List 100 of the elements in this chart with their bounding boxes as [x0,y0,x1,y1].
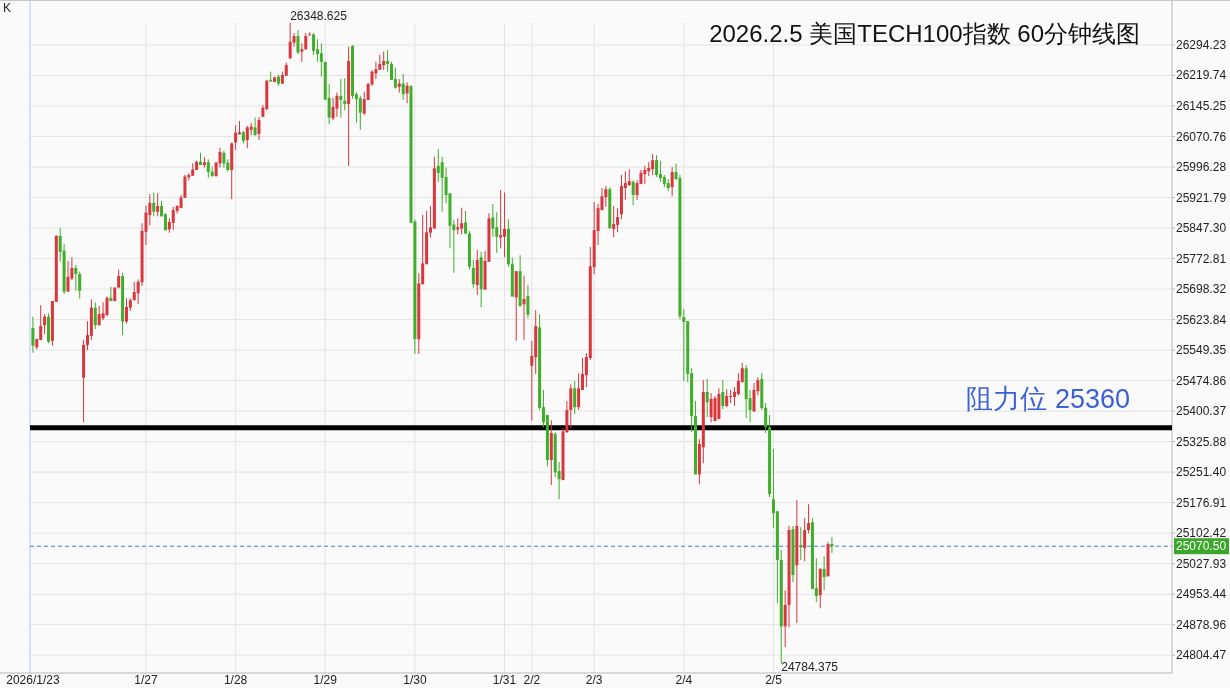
candlestick [725,388,729,408]
candlestick [573,380,577,415]
annotation: 26348.625 [290,8,348,23]
y-tick-label: 26145.25 [1176,98,1227,113]
candlestick [105,296,109,317]
y-tick-label: 24878.96 [1176,617,1227,632]
candlestick [658,160,662,183]
y-tick-label: 25921.79 [1176,190,1227,205]
candlestick [382,51,386,71]
candlestick [526,284,530,319]
y-tick-label: 25996.28 [1176,160,1227,175]
candlestick [440,156,444,213]
x-tick-label: 1/29 [313,673,338,687]
x-tick-label: 1/31 [492,673,517,687]
candlestick [709,392,713,423]
candlestick [124,297,128,325]
x-tick-label: 2026/1/23 [6,673,60,687]
candlestick [171,206,175,231]
candlestick [577,372,581,411]
candlestick [78,271,82,300]
candlestick [655,154,659,178]
candlestick [206,158,210,179]
y-tick-label: 25325.88 [1176,434,1227,449]
candlestick [713,395,717,422]
y-tick-label: 25102.42 [1176,526,1227,541]
candlestick [764,402,768,434]
candlestick [651,153,655,176]
candlestick [253,117,257,137]
ref-line-label: 25070.50 [1176,539,1227,554]
y-tick-label: 25698.32 [1176,282,1227,297]
candlestick [436,148,440,183]
candlestick [736,372,740,396]
y-tick-label: 25549.35 [1176,343,1227,358]
candlestick [43,313,47,335]
candlestick [670,166,674,197]
candlestick [245,125,249,149]
x-tick-label: 1/30 [403,673,427,687]
x-tick-label: 2/3 [585,673,603,687]
candlestick [799,526,803,561]
candlestick [631,179,635,206]
candlestick [257,116,261,141]
y-tick-label: 24804.47 [1176,648,1227,663]
candlestick [569,383,573,429]
candlestick [335,92,339,118]
candlestick [604,185,608,208]
candlestick [156,192,160,217]
y-tick-label: 26294.23 [1176,37,1227,52]
y-tick-label: 24953.44 [1176,587,1227,602]
x-tick-label: 2/5 [765,673,783,687]
candlestick [386,49,390,73]
candlestick [499,189,503,249]
candlestick [296,29,300,55]
y-tick-label: 26070.76 [1176,129,1227,144]
candlestick [803,517,807,562]
candlestick [339,78,343,119]
candlestick [822,555,826,591]
y-tick-label: 25847.30 [1176,221,1227,236]
y-tick-label: 25027.93 [1176,556,1227,571]
candlestick [471,259,475,289]
x-tick-label: 2/4 [675,673,693,687]
candlestick [401,73,405,101]
candlestick [807,503,811,534]
y-tick-label: 26219.74 [1176,68,1227,83]
candlestick [405,81,409,104]
candlestick [319,42,323,78]
candlestick [729,389,733,404]
x-tick-label: 2/2 [523,673,541,687]
candlestick [31,316,35,354]
y-tick-label: 25251.40 [1176,465,1227,480]
candlestick [315,38,319,63]
candlestick [705,378,709,418]
candlestick [503,192,507,258]
candlestick [101,301,105,321]
candlestick [460,207,464,235]
candlestick [522,275,526,341]
candlestick [74,264,78,292]
candlestick [464,210,468,235]
candlestick [109,286,113,302]
y-tick-label: 25400.37 [1176,404,1227,419]
ref-line-label: 阻力位 25360 [966,383,1130,414]
y-tick-label: 25772.81 [1176,251,1227,266]
candlestick [721,379,725,410]
candlestick [491,203,495,238]
x-tick-label: 1/27 [134,673,158,687]
candlestick [312,32,316,56]
y-tick-label: 25623.84 [1176,312,1227,327]
candlestick [612,205,616,238]
y-tick-label: 25474.86 [1176,373,1227,388]
candlestick [358,95,362,131]
candlestick [643,165,647,185]
candlestick [288,22,292,60]
candlestick [343,77,347,111]
candlestick [616,207,620,233]
candlestick [152,192,156,217]
text: K [3,1,12,15]
annotation: 24784.375 [781,660,839,675]
candlestick [234,124,238,151]
candlestick [93,301,97,330]
candlestick [752,382,756,413]
candlestick [66,260,70,293]
